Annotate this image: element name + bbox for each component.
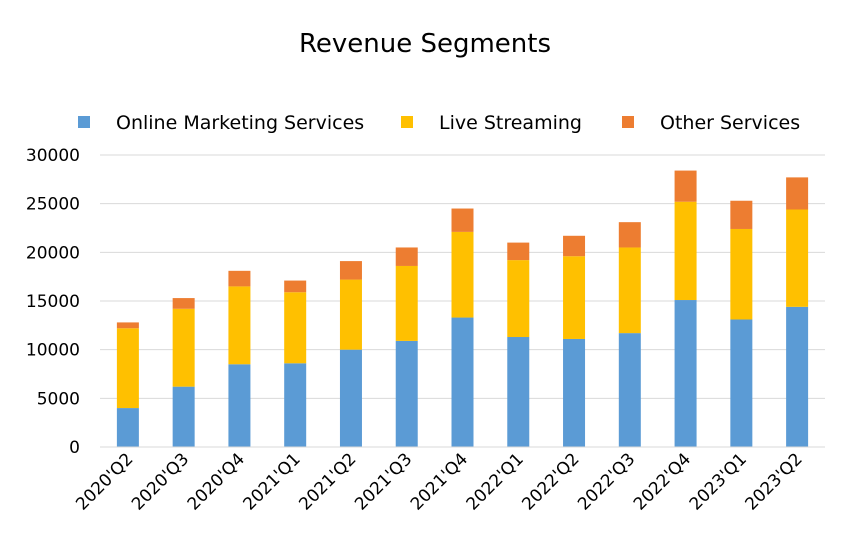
legend-label: Online Marketing Services <box>116 112 364 134</box>
bar-segment <box>563 235 586 257</box>
bar-segment <box>618 247 641 334</box>
bar-segment <box>172 308 195 387</box>
legend: Online Marketing Services Live Streaming O… <box>78 112 800 134</box>
bar-segment <box>228 286 251 365</box>
bar-segment <box>451 231 474 318</box>
bar-segment <box>674 201 697 301</box>
legend-label: Other Services <box>660 112 800 134</box>
bar-segment <box>116 328 139 409</box>
x-tick-label: 2022'Q1 <box>463 449 528 514</box>
bar-segment <box>284 292 307 364</box>
bar-segment <box>116 408 139 447</box>
bar-segment <box>451 317 474 447</box>
bar-segment <box>563 338 586 447</box>
bar-segment <box>507 337 530 447</box>
x-tick-label: 2022'Q4 <box>630 449 695 514</box>
legend-swatch <box>622 116 634 128</box>
bar-segment <box>786 209 809 307</box>
bar-segment <box>730 319 753 447</box>
x-tick-label: 2021'Q4 <box>407 449 472 514</box>
bar-segment <box>228 270 251 287</box>
legend-swatch <box>78 116 90 128</box>
bar-segment <box>786 177 809 210</box>
x-tick-label: 2021'Q3 <box>351 449 416 514</box>
x-tick-label: 2023'Q1 <box>686 449 751 514</box>
y-tick-label: 0 <box>69 438 80 458</box>
bar-segment <box>674 300 697 447</box>
bar-segment <box>674 170 697 202</box>
bar-segment <box>451 208 474 232</box>
bar-segment <box>116 322 139 329</box>
bar-segment <box>507 260 530 338</box>
bar-segment <box>339 349 362 447</box>
bar-segment <box>395 340 418 447</box>
x-tick-label: 2022'Q2 <box>518 449 583 514</box>
bar-segment <box>563 256 586 339</box>
bars <box>116 170 809 447</box>
y-tick-label: 30000 <box>26 146 80 166</box>
x-tick-label: 2020'Q3 <box>128 449 193 514</box>
bar-segment <box>284 363 307 447</box>
y-tick-label: 25000 <box>26 195 80 215</box>
x-tick-label: 2022'Q3 <box>574 449 639 514</box>
bar-segment <box>730 228 753 320</box>
bar-segment <box>730 200 753 229</box>
x-tick-label: 2021'Q1 <box>240 449 305 514</box>
x-axis: 2020'Q22020'Q32020'Q42021'Q12021'Q22021'… <box>72 449 806 514</box>
bar-segment <box>786 306 809 447</box>
x-tick-label: 2023'Q2 <box>741 449 806 514</box>
y-tick-label: 15000 <box>26 292 80 312</box>
bar-segment <box>618 222 641 248</box>
legend-label: Live Streaming <box>439 112 582 134</box>
bar-segment <box>228 364 251 447</box>
bar-segment <box>618 333 641 447</box>
bar-segment <box>172 298 195 309</box>
x-tick-label: 2020'Q2 <box>72 449 137 514</box>
y-tick-label: 10000 <box>26 341 80 361</box>
chart-title: Revenue Segments <box>299 29 551 59</box>
bar-segment <box>339 261 362 280</box>
bar-segment <box>395 247 418 266</box>
x-tick-label: 2021'Q2 <box>295 449 360 514</box>
x-tick-label: 2020'Q4 <box>184 449 249 514</box>
y-tick-label: 5000 <box>37 389 80 409</box>
bar-segment <box>339 279 362 350</box>
y-tick-label: 20000 <box>26 243 80 263</box>
bar-segment <box>507 242 530 261</box>
legend-swatch <box>401 116 413 128</box>
bar-segment <box>395 265 418 341</box>
bar-segment <box>284 280 307 293</box>
y-axis: 0 5000 10000 15000 20000 25000 30000 <box>26 146 80 458</box>
bar-segment <box>172 386 195 447</box>
